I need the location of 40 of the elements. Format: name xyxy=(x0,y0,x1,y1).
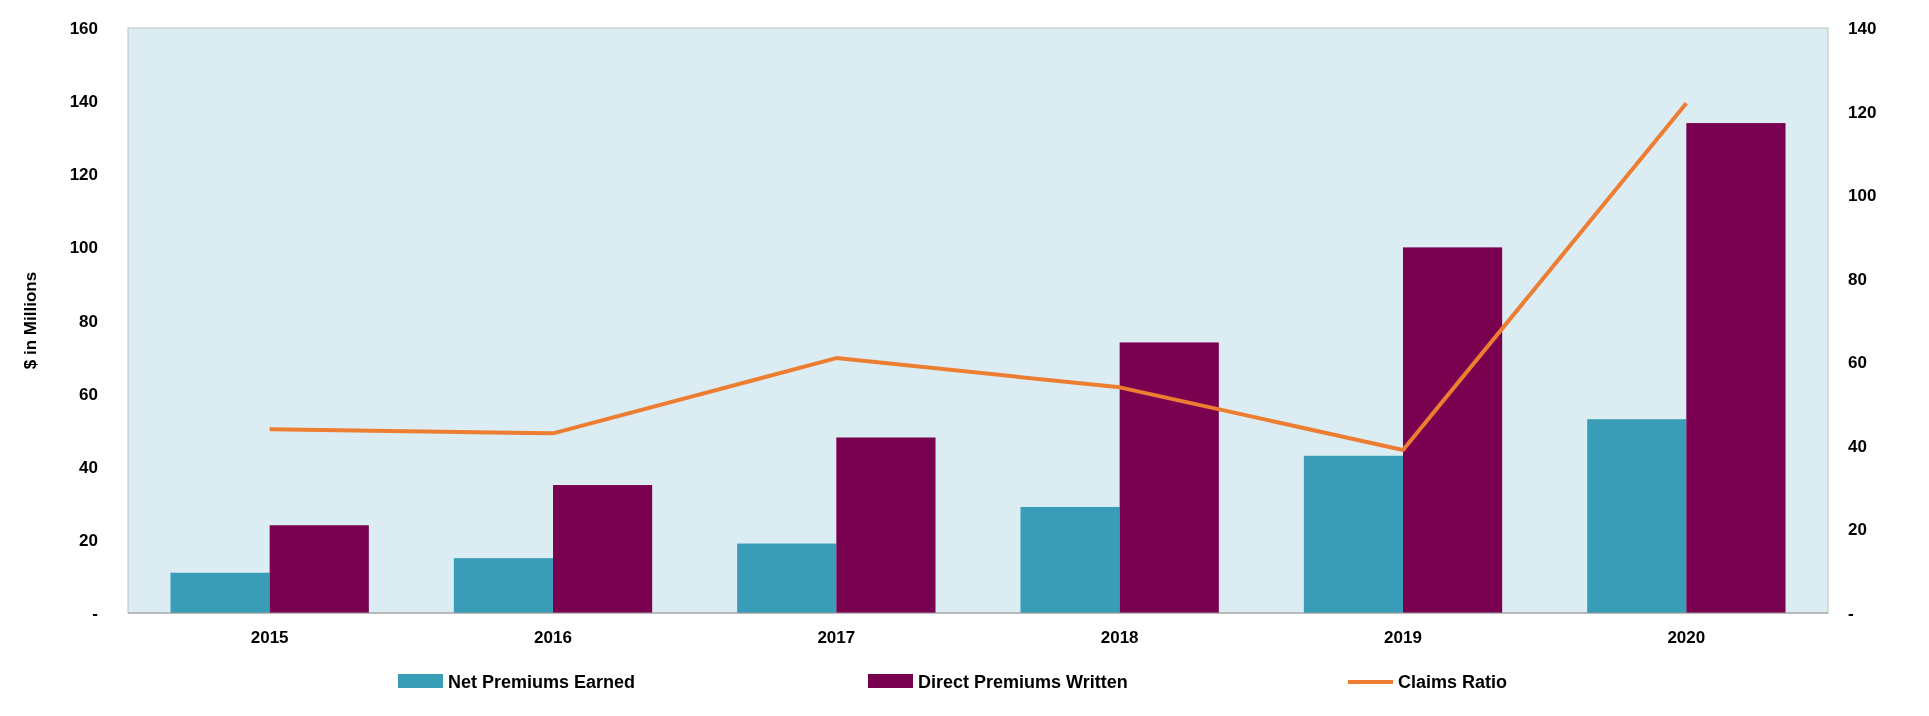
x-tick-label: 2015 xyxy=(250,628,289,647)
y2-tick-label: - xyxy=(1848,604,1854,623)
y-axis-title: $ in Millions xyxy=(21,271,40,370)
bar xyxy=(1403,247,1503,613)
y2-tick-label: 100 xyxy=(1848,186,1877,206)
y2-tick-label: 80 xyxy=(1848,269,1867,289)
bar xyxy=(170,572,270,613)
bar xyxy=(1686,123,1786,613)
y-tick-label: 20 xyxy=(79,530,98,550)
y-tick-label: - xyxy=(92,604,98,623)
bar xyxy=(453,558,553,613)
y-tick-label: 140 xyxy=(69,92,98,112)
x-tick-label: 2020 xyxy=(1667,628,1706,647)
bar xyxy=(737,543,837,613)
y2-tick-label: 120 xyxy=(1848,102,1877,122)
bar xyxy=(1587,419,1687,613)
y2-tick-label: 20 xyxy=(1848,520,1867,540)
bar xyxy=(836,437,936,613)
x-tick-label: 2018 xyxy=(1100,628,1139,647)
line-series xyxy=(267,101,1689,453)
bar xyxy=(553,485,653,613)
x-tick-label: 2016 xyxy=(534,628,572,647)
legend-label: Net Premiums Earned xyxy=(448,672,636,692)
y2-tick-label: 140 xyxy=(1848,19,1877,38)
y-tick-label: 100 xyxy=(69,238,98,258)
x-tick-label: 2019 xyxy=(1384,628,1422,647)
bar xyxy=(1119,342,1219,613)
y-tick-label: 80 xyxy=(79,311,98,331)
y-tick-label: 40 xyxy=(79,457,98,477)
bar xyxy=(269,525,369,613)
x-tick-label: 2017 xyxy=(817,628,856,647)
y2-tick-label: 60 xyxy=(1848,353,1867,373)
legend-label: Direct Premiums Written xyxy=(918,672,1128,692)
y-tick-label: 120 xyxy=(69,165,98,185)
bar xyxy=(1303,455,1403,613)
bar xyxy=(1020,506,1120,613)
y-tick-label: 60 xyxy=(79,384,98,404)
y-tick-label: 160 xyxy=(69,19,98,38)
y2-tick-label: 40 xyxy=(1848,436,1867,456)
legend-label: Claims Ratio xyxy=(1398,672,1508,692)
